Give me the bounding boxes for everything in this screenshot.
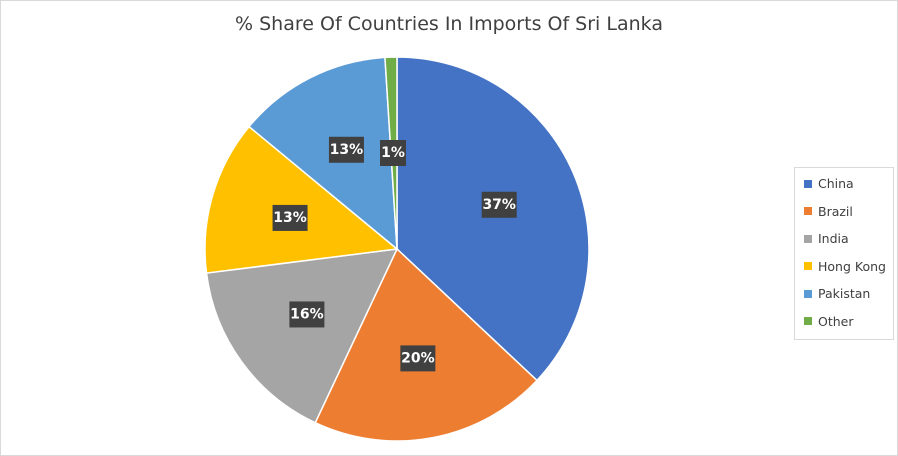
pie-slice-pakistan — [248, 56, 398, 251]
legend-swatch — [804, 262, 812, 271]
legend-label: China — [818, 176, 854, 192]
svg-text:1%: 1% — [381, 145, 405, 161]
legend-swatch — [804, 234, 812, 243]
pie-slice-india — [205, 248, 399, 424]
legend-swatch — [804, 317, 812, 326]
data-label-india: 16% — [289, 301, 325, 328]
legend-label: Pakistan — [818, 286, 871, 302]
pie-slice-china — [396, 56, 590, 382]
legend-label: Hong Kong — [818, 258, 886, 274]
legend-label: India — [818, 231, 849, 247]
legend-label: Other — [818, 313, 854, 329]
data-label-hong-kong: 13% — [272, 204, 308, 231]
svg-text:13%: 13% — [330, 142, 364, 158]
data-label-brazil: 20% — [400, 345, 436, 372]
data-label-other: 1% — [380, 140, 406, 166]
svg-text:13%: 13% — [273, 210, 307, 226]
data-label-pakistan: 13% — [328, 136, 364, 163]
legend-item-brazil: Brazil — [795, 198, 893, 226]
svg-text:37%: 37% — [482, 197, 516, 213]
legend: China Brazil India Hong Kong Pakistan Other — [794, 167, 894, 340]
pie-slice-brazil — [314, 247, 539, 442]
legend-item-hong-kong: Hong Kong — [795, 253, 893, 281]
legend-item-pakistan: Pakistan — [795, 280, 893, 308]
legend-label: Brazil — [818, 203, 853, 219]
legend-item-china: China — [795, 170, 893, 198]
legend-swatch — [804, 207, 812, 216]
legend-swatch — [804, 289, 812, 298]
legend-swatch — [804, 179, 812, 188]
pie-slice-hong-kong — [204, 125, 399, 274]
data-label-china: 37% — [481, 191, 517, 218]
chart-title: % Share Of Countries In Imports Of Sri L… — [235, 13, 663, 35]
svg-text:20%: 20% — [401, 350, 435, 366]
legend-item-other: Other — [795, 308, 893, 336]
legend-item-india: India — [795, 225, 893, 253]
svg-text:16%: 16% — [290, 306, 324, 322]
